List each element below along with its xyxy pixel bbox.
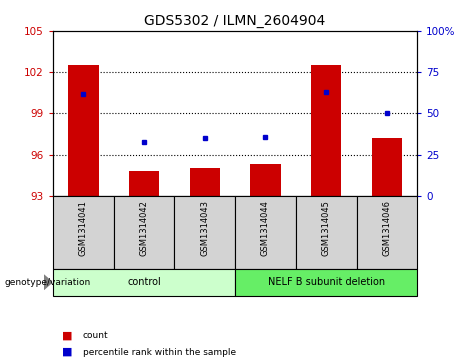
Text: GSM1314043: GSM1314043 [200, 200, 209, 256]
Bar [129, 171, 159, 196]
Text: GSM1314042: GSM1314042 [140, 200, 148, 256]
Text: ■: ■ [62, 347, 73, 357]
Text: percentile rank within the sample: percentile rank within the sample [83, 348, 236, 356]
Title: GDS5302 / ILMN_2604904: GDS5302 / ILMN_2604904 [144, 15, 326, 28]
Text: ■: ■ [62, 331, 73, 341]
Bar [114, 196, 174, 269]
Text: GSM1314041: GSM1314041 [79, 200, 88, 256]
Text: NELF B subunit deletion: NELF B subunit deletion [267, 277, 385, 287]
Text: GSM1314045: GSM1314045 [322, 200, 331, 256]
Bar [174, 196, 235, 269]
Bar [68, 65, 99, 196]
Bar [189, 168, 220, 196]
Bar [235, 196, 296, 269]
Bar [235, 269, 417, 296]
Bar [296, 196, 356, 269]
Text: count: count [83, 331, 109, 340]
Text: GSM1314046: GSM1314046 [382, 200, 391, 256]
Text: genotype/variation: genotype/variation [5, 278, 91, 287]
Polygon shape [44, 275, 52, 290]
Bar [356, 196, 417, 269]
Bar [53, 269, 235, 296]
Bar [311, 65, 341, 196]
Bar [372, 138, 402, 196]
Text: GSM1314044: GSM1314044 [261, 200, 270, 256]
Bar [250, 164, 281, 196]
Bar [53, 196, 114, 269]
Text: control: control [127, 277, 161, 287]
